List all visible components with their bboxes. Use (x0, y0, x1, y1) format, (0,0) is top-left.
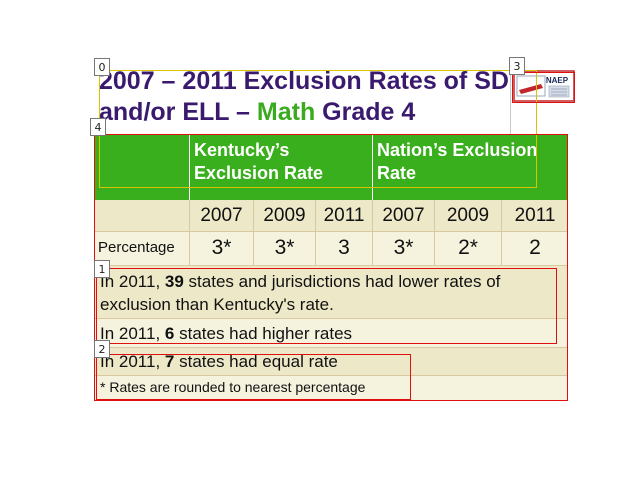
svg-text:NAEP: NAEP (546, 76, 569, 85)
year-nation-2011: 2011 (502, 200, 568, 232)
year-nation-2009: 2009 (435, 200, 502, 232)
value-nation-2009: 2* (435, 232, 502, 266)
value-nation-2007: 3* (373, 232, 435, 266)
title-subject: Math (256, 98, 316, 126)
note-lower-count: 39 (164, 272, 184, 291)
title-divider (510, 60, 511, 134)
value-ky-2009: 3* (254, 232, 316, 266)
note-lower-suffix: states and jurisdictions had lower rates… (100, 272, 501, 314)
value-ky-2007: 3* (190, 232, 254, 266)
note-higher-count: 6 (164, 324, 175, 343)
marker-2[interactable]: 2 (94, 340, 110, 358)
header-kentucky: Kentucky’s Exclusion Rate (190, 135, 373, 200)
exclusion-table: Kentucky’s Exclusion Rate Nation’s Exclu… (94, 134, 568, 401)
year-ky-2011: 2011 (316, 200, 373, 232)
header-nation: Nation’s Exclusion Rate (373, 135, 568, 200)
title-text-part2: Grade 4 (315, 98, 416, 126)
note-equal-suffix: states had equal rate (174, 352, 338, 371)
note-higher-suffix: states had higher rates (174, 324, 353, 343)
note-equal-rates: In 2011, 7 states had equal rate (95, 348, 568, 376)
note-lower-rates: In 2011, 39 states and jurisdictions had… (95, 266, 568, 319)
year-nation-2007: 2007 (373, 200, 435, 232)
header-empty-cell (95, 135, 190, 200)
title-text-part1: 2007 – 2011 Exclusion Rates of SD and/or… (99, 67, 509, 126)
naep-logo: NAEP (513, 70, 575, 102)
slide-title: 2007 – 2011 Exclusion Rates of SD and/or… (99, 66, 509, 128)
note-lower-prefix: In 2011, (100, 272, 165, 291)
marker-1[interactable]: 1 (94, 260, 110, 278)
footnote: * Rates are rounded to nearest percentag… (95, 376, 568, 400)
value-nation-2011: 2 (502, 232, 568, 266)
marker-0[interactable]: 0 (94, 58, 110, 76)
value-ky-2011: 3 (316, 232, 373, 266)
years-label-cell (95, 200, 190, 232)
year-ky-2009: 2009 (254, 200, 316, 232)
marker-3[interactable]: 3 (509, 57, 525, 75)
note-higher-rates: In 2011, 6 states had higher rates (95, 319, 568, 348)
note-equal-count: 7 (164, 352, 175, 371)
percentage-label: Percentage (95, 232, 190, 266)
marker-4[interactable]: 4 (90, 118, 106, 136)
note-equal-prefix: In 2011, (100, 352, 165, 371)
note-higher-prefix: In 2011, (100, 324, 165, 343)
year-ky-2007: 2007 (190, 200, 254, 232)
